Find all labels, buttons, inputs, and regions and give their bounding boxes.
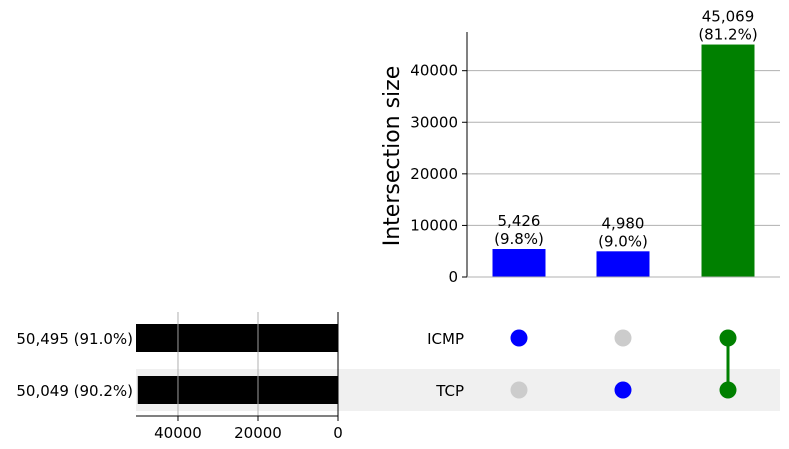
matrix-dot-inactive — [614, 329, 632, 347]
set-size-bar — [137, 376, 338, 404]
intersection-value-label: 45,069 — [702, 8, 755, 26]
intersection-bar — [492, 249, 546, 277]
matrix-dot-active — [719, 329, 737, 347]
matrix-dot-active — [510, 329, 528, 347]
set-size-tick-label: 20000 — [234, 424, 282, 442]
intersection-percent-label: (81.2%) — [698, 26, 757, 44]
set-size-label: 50,049 (90.2%) — [16, 382, 133, 400]
y-tick-label: 0 — [448, 268, 458, 286]
intersection-value-label: 5,426 — [498, 212, 541, 230]
intersection-bar — [701, 44, 755, 277]
matrix-dot-inactive — [510, 381, 528, 399]
matrix-dot-active — [719, 381, 737, 399]
set-size-tick-label: 40000 — [154, 424, 202, 442]
intersection-percent-label: (9.0%) — [598, 232, 648, 250]
y-axis-label: Intersection size — [380, 66, 405, 247]
y-tick-label: 30000 — [410, 113, 458, 131]
y-tick-label: 10000 — [410, 216, 458, 234]
set-name-label: TCP — [435, 382, 464, 400]
intersection-bar — [596, 251, 650, 277]
y-tick-label: 20000 — [410, 165, 458, 183]
set-name-label: ICMP — [427, 330, 464, 348]
set-size-tick-label: 0 — [333, 424, 343, 442]
set-size-bar — [136, 324, 338, 352]
set-size-label: 50,495 (91.0%) — [16, 330, 133, 348]
y-tick-label: 40000 — [410, 62, 458, 80]
intersection-percent-label: (9.8%) — [494, 230, 544, 248]
intersection-value-label: 4,980 — [602, 214, 645, 232]
matrix-dot-active — [614, 381, 632, 399]
